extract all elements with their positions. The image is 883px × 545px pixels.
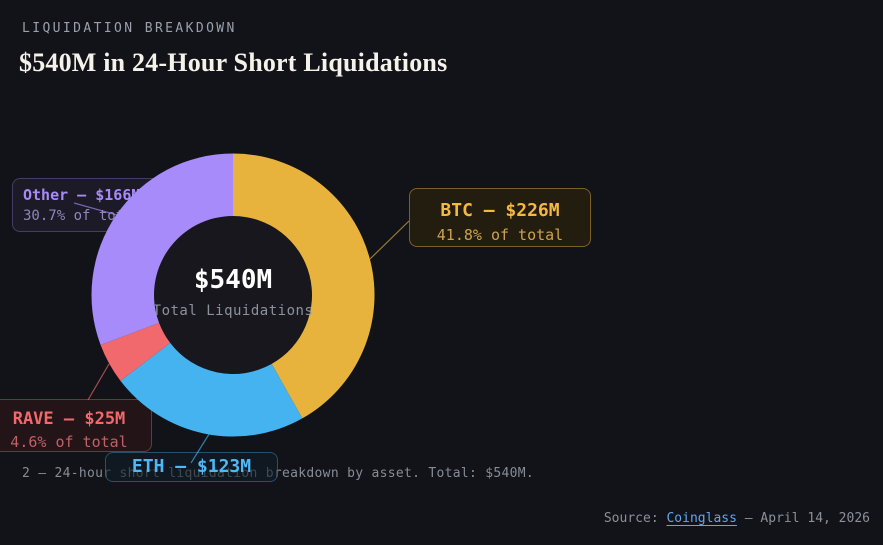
callout-btc: BTC — $226M 41.8% of total (409, 188, 591, 247)
donut-hole (154, 216, 312, 374)
callout-btc-percent: 41.8% of total (436, 226, 564, 244)
callout-other-percent: 30.7% of total (23, 208, 142, 224)
donut-slice-btc (233, 153, 375, 419)
callout-other-title: Other — $166M (23, 186, 141, 204)
donut-center-label: $540M Total Liquidations (133, 265, 333, 319)
total-value-caption: Total Liquidations (152, 303, 314, 319)
source-prefix: Source: (603, 511, 667, 526)
source-date: — April 14, 2026 (736, 511, 870, 526)
callout-eth-title: ETH — $123M (131, 456, 252, 477)
callout-eth: ETH — $123M (105, 452, 278, 482)
connector-btc (369, 220, 410, 260)
connector-rave (87, 363, 110, 401)
callout-rave: RAVE — $25M 4.6% of total (0, 399, 152, 452)
section-eyebrow: LIQUIDATION BREAKDOWN (22, 21, 237, 36)
page-title: $540M in 24-Hour Short Liquidations (19, 48, 448, 77)
callout-other: Other — $166M 30.7% of total (12, 178, 166, 232)
callout-rave-percent: 4.6% of total (10, 433, 128, 451)
coinglass-link[interactable]: Coinglass (666, 511, 737, 526)
total-value: $540M (193, 265, 273, 295)
callout-btc-title: BTC — $226M (440, 200, 560, 221)
callout-rave-title: RAVE — $25M (12, 409, 126, 429)
donut-slice-rave (100, 322, 171, 381)
source-line: Source: Coinglass — April 14, 2026 (604, 511, 870, 526)
